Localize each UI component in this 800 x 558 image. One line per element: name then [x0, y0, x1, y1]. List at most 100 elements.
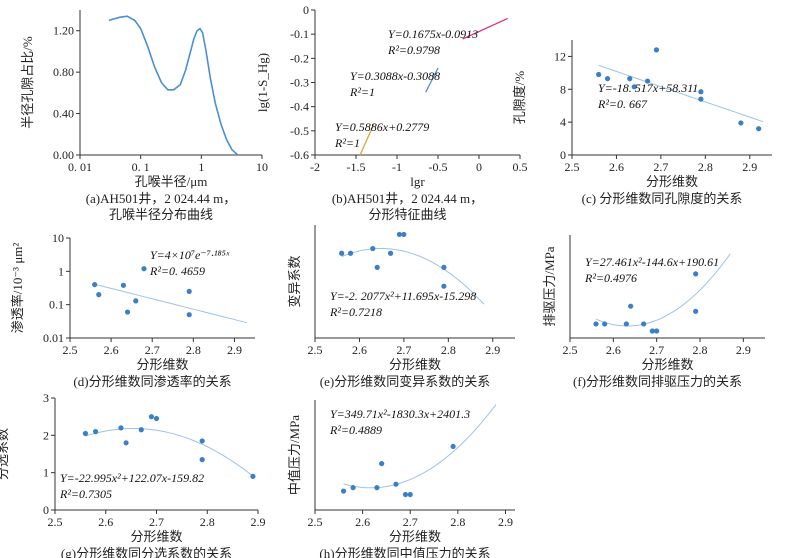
x-tick-label: -0.5: [429, 160, 448, 174]
distribution-curve: [108, 15, 239, 156]
data-point: [141, 266, 147, 272]
y-axis-title: 排驱压力/MPa: [542, 246, 557, 326]
panel-caption: (d)分形维数同渗透率的关系: [73, 374, 231, 389]
chart-panel-a: 0. 01 0. 1 1 10 0.00 0.40 0.80 1.20 孔喉半径/μm 半径孔隙占…: [20, 10, 268, 222]
data-point: [604, 76, 611, 82]
panel-caption: (a)AH501井，2 024.44 m，: [86, 191, 237, 206]
data-point: [654, 328, 660, 334]
x-axis-title: 孔喉半径/μm: [135, 174, 208, 189]
data-point: [596, 71, 602, 78]
data-point: [124, 309, 131, 315]
x-tick-label: 2.7: [145, 343, 160, 357]
fit-r-squared: R²=0. 4659: [149, 264, 205, 278]
panel-caption: (g)分形维数同分选系数的关系: [61, 546, 232, 558]
x-tick-label: 2.9: [498, 515, 513, 529]
y-tick-label: 1.20: [53, 24, 74, 38]
data-point: [374, 264, 380, 270]
x-tick-label: -2: [310, 160, 320, 174]
y-tick-label: 0.80: [53, 65, 74, 79]
fit-r-squared: R²=0.7305: [59, 487, 112, 501]
panel-caption: (f)分形维数同排驱压力的关系: [573, 374, 742, 389]
data-point: [693, 271, 699, 277]
data-point: [92, 281, 98, 288]
trend-line: [85, 428, 254, 477]
data-point: [402, 491, 409, 498]
fit-equation: Y=-22.995x²+122.07x-159.82: [60, 471, 204, 485]
x-tick-label: 2.9: [251, 515, 266, 529]
data-point: [347, 250, 354, 256]
y-axis-title: 渗透率/10⁻³ μm²: [10, 243, 25, 334]
x-tick-label: 2.6: [104, 343, 119, 357]
panel-caption: (b)AH501井，2 024.44 m，: [332, 191, 483, 206]
x-tick-label: 2.8: [200, 515, 215, 529]
panel-caption: 分形特征曲线: [368, 207, 446, 222]
data-point: [393, 481, 399, 487]
data-point: [148, 414, 155, 420]
data-point: [387, 250, 394, 256]
data-point: [602, 321, 608, 327]
data-point: [631, 84, 637, 90]
x-tick-label: 0: [476, 160, 482, 174]
trend-line: [341, 248, 485, 305]
chart-panel-e: 2.5 2.6 2.7 2.8 2.9 分形维数 变异系数 (e)分形维数同变异系数的关系 Y=…: [287, 225, 515, 389]
x-tick-label: 2.7: [149, 515, 164, 529]
fit-equation: Y=-2. 2077x²+11.695x-15.298: [330, 289, 476, 303]
y-tick-label: 1: [43, 466, 49, 480]
x-tick-label: 2.5: [308, 515, 323, 529]
data-point: [374, 485, 380, 491]
trend-line: [595, 253, 731, 327]
data-point: [82, 430, 89, 437]
y-axis-title: 变异系数: [287, 255, 302, 307]
data-point: [756, 126, 762, 132]
y-tick-label: 1: [58, 264, 64, 278]
y-tick-label: -0.6: [290, 148, 309, 162]
data-point: [628, 303, 634, 309]
x-tick-label: 10: [256, 160, 268, 174]
y-tick-label: 10: [52, 231, 64, 245]
y-tick-label: 3: [43, 391, 49, 405]
x-tick-label: 2.8: [441, 343, 456, 357]
panel-caption: (h)分形维数同中值压力的关系: [319, 546, 490, 558]
fractal-segment-3: [462, 17, 508, 40]
y-tick-label: 0: [303, 3, 309, 17]
x-tick-label: 2.9: [485, 343, 500, 357]
x-tick-label: 2.6: [606, 343, 621, 357]
y-tick-label: -0.2: [290, 51, 309, 65]
data-point: [120, 282, 127, 288]
data-point: [649, 328, 655, 334]
x-tick-label: 2.8: [698, 160, 713, 174]
fit-equation: Y=27.461x²-144.6x+190.61: [585, 255, 719, 269]
x-tick-label: 2.6: [355, 515, 370, 529]
chart-panel-d: 2.5 2.6 2.7 2.8 2.9 0.01 0.1 1 10 分形维数 渗透率/10⁻³ μm…: [10, 231, 255, 389]
y-tick-label: 12: [554, 49, 566, 63]
chart-panel-g: 2.5 2.6 2.7 2.8 2.9 0 1 2 3 分形维数 分选系数 (g)分形维数同分选系数的…: [0, 391, 266, 558]
data-point: [401, 231, 407, 238]
data-point: [644, 78, 651, 84]
fit-r-squared: R²=1: [334, 136, 360, 150]
data-point: [350, 485, 356, 491]
data-point: [199, 438, 205, 444]
x-tick-label: 2.5: [48, 515, 63, 529]
data-point: [138, 427, 144, 433]
data-point: [641, 321, 647, 327]
x-axis-title: 分形维数: [136, 357, 188, 372]
data-point: [186, 312, 192, 318]
trend-line: [343, 404, 497, 489]
fit-r-squared: R²=0. 667: [597, 97, 648, 111]
fit-equation: Y=-18. 517x+58.311: [598, 81, 698, 95]
x-tick-label: 0.5: [513, 160, 528, 174]
y-axis-title: 分选系数: [0, 428, 10, 480]
fractal-segment-2: [425, 67, 439, 93]
x-tick-label: 2.7: [649, 343, 664, 357]
y-axis-title: 中值压力/MPa: [287, 415, 302, 495]
data-point: [123, 440, 129, 446]
data-point: [199, 457, 205, 463]
x-tick-label: 2.5: [563, 343, 578, 357]
data-point: [653, 47, 660, 53]
data-point: [370, 245, 376, 252]
y-tick-label: -0.3: [290, 76, 309, 90]
chart-panel-b: -2 -1.5 -1 -0.5 0 0.5 -0.6 -0.5 -0.4 -0.3 -0.2 -0.1…: [255, 3, 528, 222]
x-tick-label: 2.9: [742, 160, 757, 174]
data-point: [186, 288, 192, 295]
